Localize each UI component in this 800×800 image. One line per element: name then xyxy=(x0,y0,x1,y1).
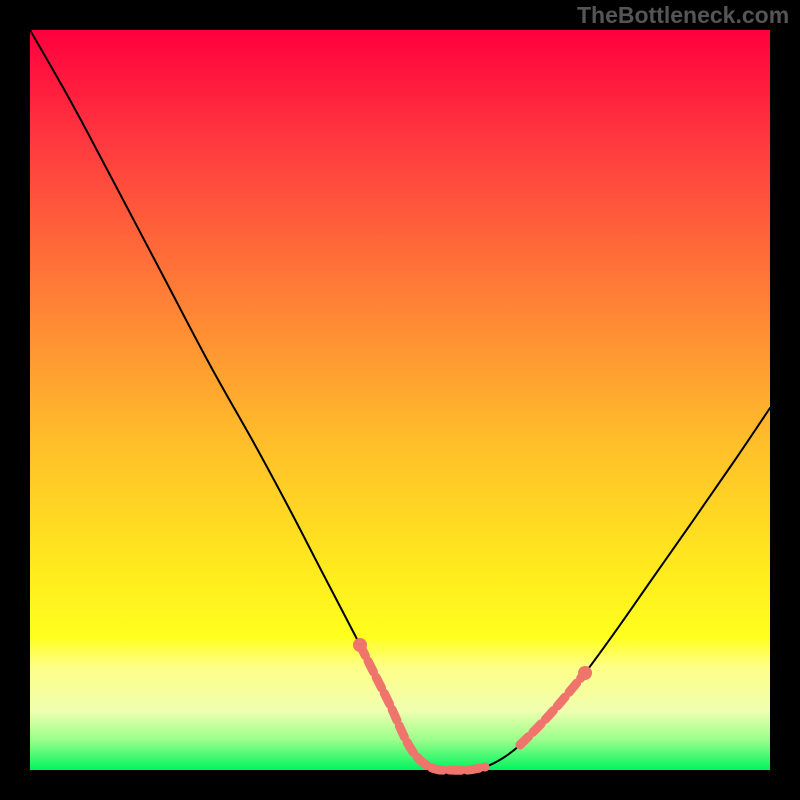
chart-frame: TheBottleneck.com xyxy=(0,0,800,800)
watermark-text: TheBottleneck.com xyxy=(577,2,789,29)
chart-canvas xyxy=(0,0,800,800)
